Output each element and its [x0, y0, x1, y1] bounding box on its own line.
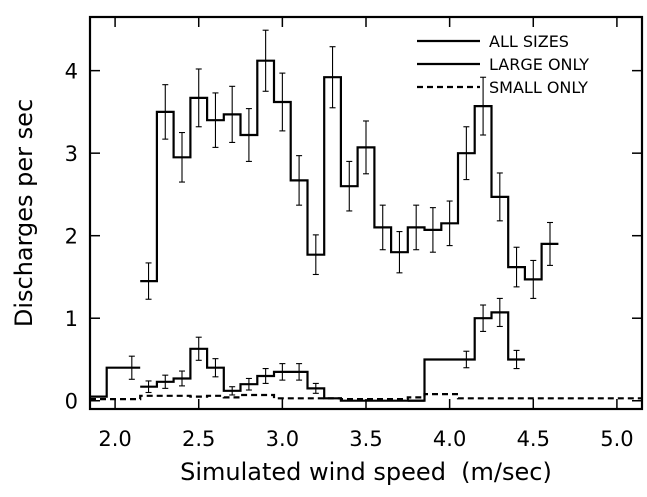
plot-frame	[88, 15, 644, 411]
y-tick-label: 0	[65, 390, 78, 414]
y-tick-label: 3	[65, 142, 78, 166]
x-axis-title: Simulated wind speed (m/sec)	[180, 458, 552, 486]
legend: ALL SIZES LARGE ONLY SMALL ONLY	[417, 32, 589, 97]
y-tick-label: 1	[65, 307, 78, 331]
x-tick-label: 2.0	[98, 427, 131, 451]
series-large-only-error-bars	[145, 336, 319, 396]
y-tick-label: 4	[65, 60, 78, 84]
series-small-only-step-line	[90, 393, 642, 401]
legend-label: SMALL ONLY	[489, 78, 588, 97]
y-axis-title: Discharges per sec	[10, 99, 38, 327]
series-large-only-step-line	[140, 347, 425, 402]
series-large-only-error-bars	[128, 355, 135, 380]
x-tick-label: 3.5	[349, 427, 382, 451]
x-tick-label: 2.5	[182, 427, 215, 451]
x-tick-label: 4.0	[433, 427, 466, 451]
y-tick-label: 2	[65, 225, 78, 249]
x-tick-label: 4.5	[517, 427, 550, 451]
series-large-only-step-line	[90, 366, 141, 398]
legend-label: LARGE ONLY	[489, 55, 589, 74]
legend-label: ALL SIZES	[489, 32, 569, 51]
axis-ticks: 2.0 2.5 3.0 3.5 4.0 4.5 5.0 0 1 2 3 4	[65, 17, 642, 451]
series-all-sizes-error-bars	[145, 29, 553, 300]
series-large-only-step-line	[407, 311, 525, 402]
plot-area	[90, 29, 642, 402]
x-tick-label: 3.0	[266, 427, 299, 451]
x-tick-label: 5.0	[600, 427, 633, 451]
series-large-only-error-bars	[463, 297, 520, 370]
